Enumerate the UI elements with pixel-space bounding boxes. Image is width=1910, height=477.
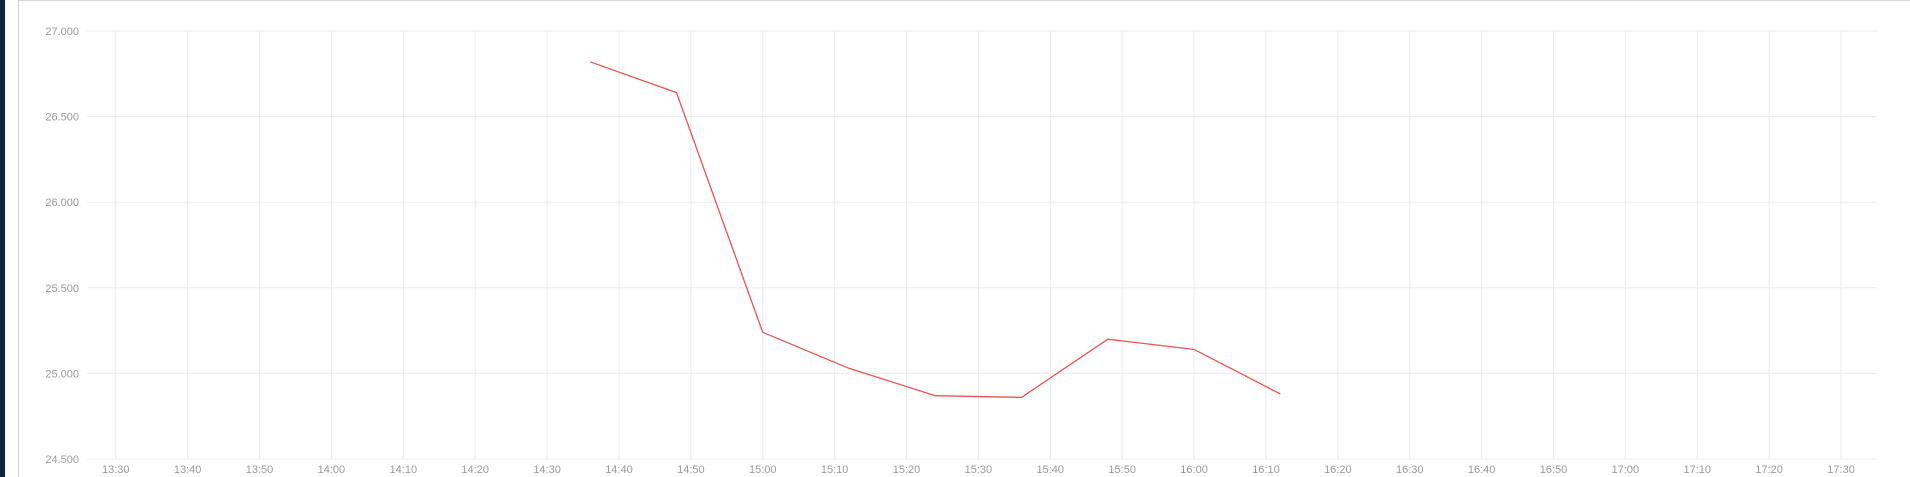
- x-tick-label: 15:10: [821, 464, 849, 476]
- x-tick-label: 17:10: [1684, 464, 1712, 476]
- x-tick-label: 13:50: [246, 464, 274, 476]
- chart-panel: 24.500 25.000 25.500 26.000 26.500 27.000 13:3…: [18, 0, 1910, 477]
- x-tick-label: 14:20: [461, 464, 489, 476]
- x-tick-label: 14:00: [318, 464, 346, 476]
- x-tick-label: 15:00: [749, 464, 777, 476]
- x-tick-label: 15:40: [1037, 464, 1065, 476]
- y-tick-label: 25.000: [45, 368, 79, 380]
- x-tick-label: 17:30: [1827, 464, 1855, 476]
- y-tick-label: 25.500: [45, 283, 79, 295]
- x-tick-label: 13:40: [174, 464, 202, 476]
- x-tick-label: 15:30: [965, 464, 993, 476]
- x-tick-label: 15:50: [1108, 464, 1136, 476]
- x-tick-label: 17:20: [1755, 464, 1783, 476]
- x-tick-label: 17:00: [1612, 464, 1640, 476]
- x-tick-label: 14:50: [677, 464, 705, 476]
- x-tick-label: 16:20: [1324, 464, 1352, 476]
- x-tick-label: 14:40: [605, 464, 633, 476]
- line-chart: 24.500 25.000 25.500 26.000 26.500 27.000 13:3…: [45, 26, 1877, 476]
- x-tick-label: 15:20: [893, 464, 921, 476]
- x-tick-label: 14:10: [390, 464, 418, 476]
- x-tick-label: 13:30: [102, 464, 130, 476]
- x-tick-label: 16:30: [1396, 464, 1424, 476]
- series-line: [589, 61, 1281, 399]
- y-tick-label: 26.500: [45, 112, 79, 124]
- x-tick-label: 16:40: [1468, 464, 1496, 476]
- x-tick-label: 16:10: [1252, 464, 1280, 476]
- x-tick-label: 14:30: [533, 464, 561, 476]
- y-tick-label: 27.000: [45, 26, 79, 38]
- x-tick-label: 16:50: [1540, 464, 1568, 476]
- x-tick-label: 16:00: [1180, 464, 1208, 476]
- y-tick-label: 24.500: [45, 454, 79, 466]
- left-strip: [0, 0, 5, 477]
- y-tick-label: 26.000: [45, 197, 79, 209]
